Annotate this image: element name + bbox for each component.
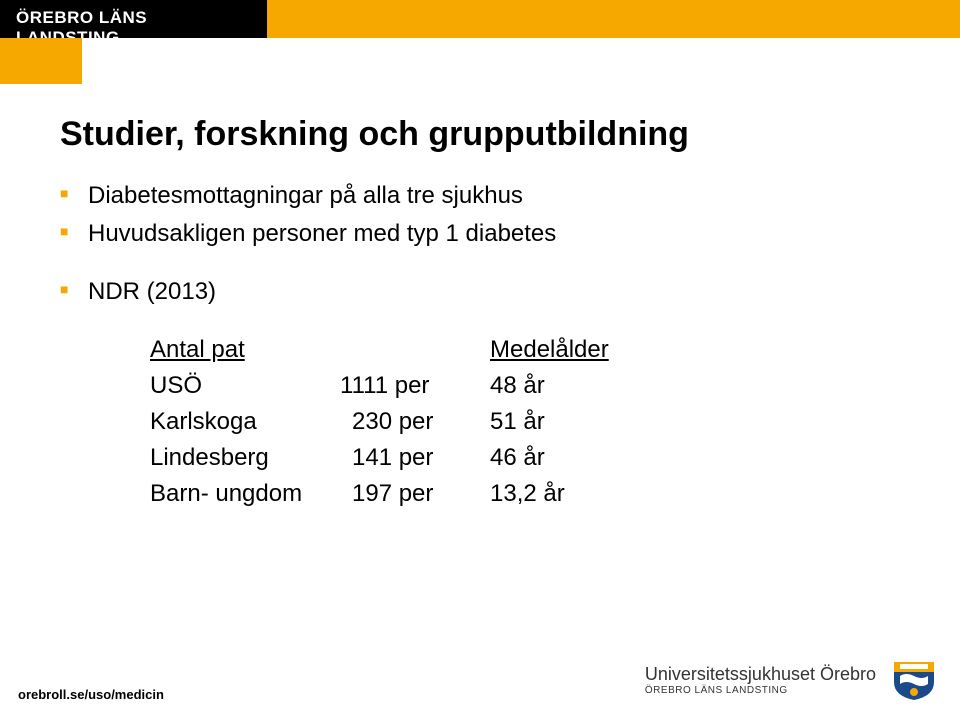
row-label: Barn- ungdom — [150, 480, 340, 508]
row-label: Lindesberg — [150, 444, 340, 472]
row-value: 230 per — [340, 408, 490, 436]
table-row: Karlskoga 230 per 51 år — [150, 408, 900, 436]
header-accent — [267, 0, 960, 38]
row-age: 48 år — [490, 372, 650, 400]
spacer — [60, 258, 900, 268]
logo-line2: ÖREBRO LÄNS LANDSTING — [645, 685, 876, 696]
footer-logo: Universitetssjukhuset Örebro ÖREBRO LÄNS… — [645, 658, 942, 702]
bullet-item: NDR (2013) — [60, 278, 900, 306]
table-header: Antal pat Medelålder — [150, 336, 900, 364]
header-bar: ÖREBRO LÄNS LANDSTING — [0, 0, 960, 38]
header-org: ÖREBRO LÄNS LANDSTING — [0, 0, 267, 38]
row-value: 197 per — [340, 480, 490, 508]
col-spacer — [340, 336, 490, 364]
page-title: Studier, forskning och grupputbildning — [60, 115, 900, 154]
accent-strip — [0, 38, 82, 84]
bullet-item: Huvudsakligen personer med typ 1 diabete… — [60, 220, 900, 248]
slide: ÖREBRO LÄNS LANDSTING Studier, forskning… — [0, 0, 960, 712]
col-header-2: Medelålder — [490, 336, 650, 364]
content: Studier, forskning och grupputbildning D… — [60, 115, 900, 516]
footer: orebroll.se/uso/medicin Universitetssjuk… — [18, 658, 942, 702]
table-row: USÖ 1111 per 48 år — [150, 372, 900, 400]
col-header-1: Antal pat — [150, 336, 340, 364]
row-label: Karlskoga — [150, 408, 340, 436]
bullet-list: Diabetesmottagningar på alla tre sjukhus… — [60, 182, 900, 306]
footer-url: orebroll.se/uso/medicin — [18, 687, 164, 702]
bullet-item: Diabetesmottagningar på alla tre sjukhus — [60, 182, 900, 210]
row-age: 46 år — [490, 444, 650, 472]
data-table: Antal pat Medelålder USÖ 1111 per 48 år … — [150, 336, 900, 508]
logo-text: Universitetssjukhuset Örebro ÖREBRO LÄNS… — [645, 664, 876, 696]
row-value: 1111 per — [340, 372, 490, 400]
row-label: USÖ — [150, 372, 340, 400]
shield-icon — [886, 658, 942, 702]
table-row: Lindesberg 141 per 46 år — [150, 444, 900, 472]
row-value: 141 per — [340, 444, 490, 472]
logo-line1: Universitetssjukhuset Örebro — [645, 664, 876, 685]
row-age: 51 år — [490, 408, 650, 436]
row-age: 13,2 år — [490, 480, 650, 508]
table-row: Barn- ungdom 197 per 13,2 år — [150, 480, 900, 508]
